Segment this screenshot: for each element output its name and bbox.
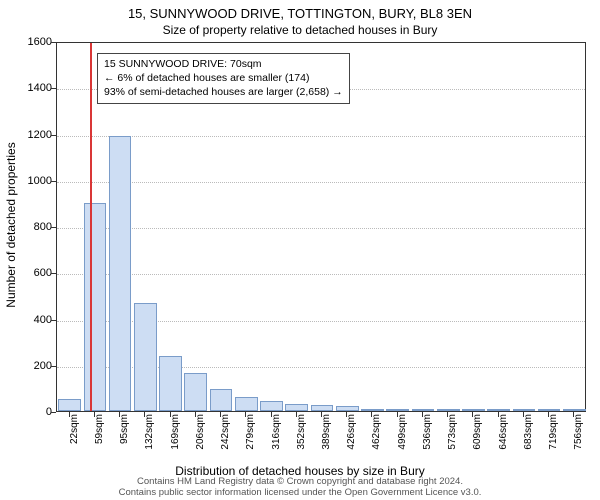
- x-tick-label: 389sqm: [321, 414, 332, 454]
- x-tick-label: 132sqm: [144, 414, 155, 454]
- bar: [311, 405, 334, 411]
- x-tick-label: 22sqm: [69, 414, 80, 454]
- x-tick: [422, 412, 423, 417]
- x-tick: [220, 412, 221, 417]
- x-tick-label: 206sqm: [195, 414, 206, 454]
- y-tick-label: 600: [12, 267, 52, 279]
- y-tick: [51, 273, 56, 274]
- x-tick: [447, 412, 448, 417]
- y-tick: [51, 320, 56, 321]
- bar: [386, 409, 409, 411]
- y-tick-label: 0: [12, 406, 52, 418]
- annotation-line2: ← 6% of detached houses are smaller (174…: [104, 71, 343, 85]
- x-tick-label: 719sqm: [548, 414, 559, 454]
- x-tick-label: 573sqm: [447, 414, 458, 454]
- bar: [361, 409, 384, 411]
- x-tick: [94, 412, 95, 417]
- bar: [285, 404, 308, 411]
- bar: [184, 373, 207, 411]
- x-tick: [296, 412, 297, 417]
- x-tick: [472, 412, 473, 417]
- property-marker-line: [90, 43, 92, 411]
- x-tick-label: 169sqm: [170, 414, 181, 454]
- footer-line2: Contains public sector information licen…: [0, 488, 600, 498]
- x-tick: [397, 412, 398, 417]
- gridline: [57, 136, 585, 137]
- y-tick-label: 400: [12, 314, 52, 326]
- annotation-box: 15 SUNNYWOOD DRIVE: 70sqm← 6% of detache…: [97, 53, 350, 104]
- chart-container: 15, SUNNYWOOD DRIVE, TOTTINGTON, BURY, B…: [0, 0, 600, 500]
- x-tick: [271, 412, 272, 417]
- gridline: [57, 274, 585, 275]
- y-tick: [51, 88, 56, 89]
- x-tick: [119, 412, 120, 417]
- x-tick-label: 536sqm: [422, 414, 433, 454]
- y-tick-label: 1400: [12, 82, 52, 94]
- x-tick-label: 756sqm: [573, 414, 584, 454]
- x-tick-label: 683sqm: [523, 414, 534, 454]
- y-tick: [51, 42, 56, 43]
- y-tick-label: 1200: [12, 129, 52, 141]
- x-tick: [371, 412, 372, 417]
- bar: [336, 406, 359, 411]
- gridline: [57, 228, 585, 229]
- gridline: [57, 182, 585, 183]
- x-tick: [573, 412, 574, 417]
- x-tick: [321, 412, 322, 417]
- x-tick: [498, 412, 499, 417]
- x-tick-label: 646sqm: [498, 414, 509, 454]
- bar: [412, 409, 435, 411]
- y-tick: [51, 227, 56, 228]
- x-tick: [346, 412, 347, 417]
- x-tick: [170, 412, 171, 417]
- x-tick-label: 242sqm: [220, 414, 231, 454]
- annotation-line1: 15 SUNNYWOOD DRIVE: 70sqm: [104, 57, 343, 71]
- y-tick-label: 800: [12, 221, 52, 233]
- footer: Contains HM Land Registry data © Crown c…: [0, 477, 600, 498]
- bar: [109, 136, 132, 411]
- bar: [159, 356, 182, 412]
- x-tick-label: 609sqm: [472, 414, 483, 454]
- plot-area: 15 SUNNYWOOD DRIVE: 70sqm← 6% of detache…: [56, 42, 586, 412]
- x-tick-label: 316sqm: [271, 414, 282, 454]
- y-tick-label: 200: [12, 360, 52, 372]
- annotation-line3: 93% of semi-detached houses are larger (…: [104, 85, 343, 99]
- bar: [210, 389, 233, 411]
- bar: [84, 203, 107, 411]
- x-tick-label: 279sqm: [245, 414, 256, 454]
- x-tick-label: 59sqm: [94, 414, 105, 454]
- footer-line1: Contains HM Land Registry data © Crown c…: [0, 477, 600, 487]
- y-tick-label: 1600: [12, 36, 52, 48]
- bar: [462, 409, 485, 411]
- y-tick: [51, 412, 56, 413]
- bar: [260, 401, 283, 411]
- y-tick: [51, 135, 56, 136]
- x-tick: [245, 412, 246, 417]
- y-tick: [51, 366, 56, 367]
- x-tick-label: 352sqm: [296, 414, 307, 454]
- chart-title: 15, SUNNYWOOD DRIVE, TOTTINGTON, BURY, B…: [0, 0, 600, 21]
- x-tick: [69, 412, 70, 417]
- x-tick: [144, 412, 145, 417]
- bar: [487, 409, 510, 411]
- bar: [58, 399, 81, 411]
- x-tick-label: 499sqm: [397, 414, 408, 454]
- x-tick-label: 95sqm: [119, 414, 130, 454]
- bar: [437, 409, 460, 411]
- y-tick-label: 1000: [12, 175, 52, 187]
- x-tick: [523, 412, 524, 417]
- bar: [563, 409, 586, 411]
- x-tick: [548, 412, 549, 417]
- bar: [513, 409, 536, 411]
- chart-subtitle: Size of property relative to detached ho…: [0, 21, 600, 37]
- y-tick: [51, 181, 56, 182]
- x-tick-label: 462sqm: [371, 414, 382, 454]
- bar: [134, 303, 157, 411]
- x-tick: [195, 412, 196, 417]
- bar: [538, 409, 561, 411]
- bar: [235, 397, 258, 411]
- x-tick-label: 426sqm: [346, 414, 357, 454]
